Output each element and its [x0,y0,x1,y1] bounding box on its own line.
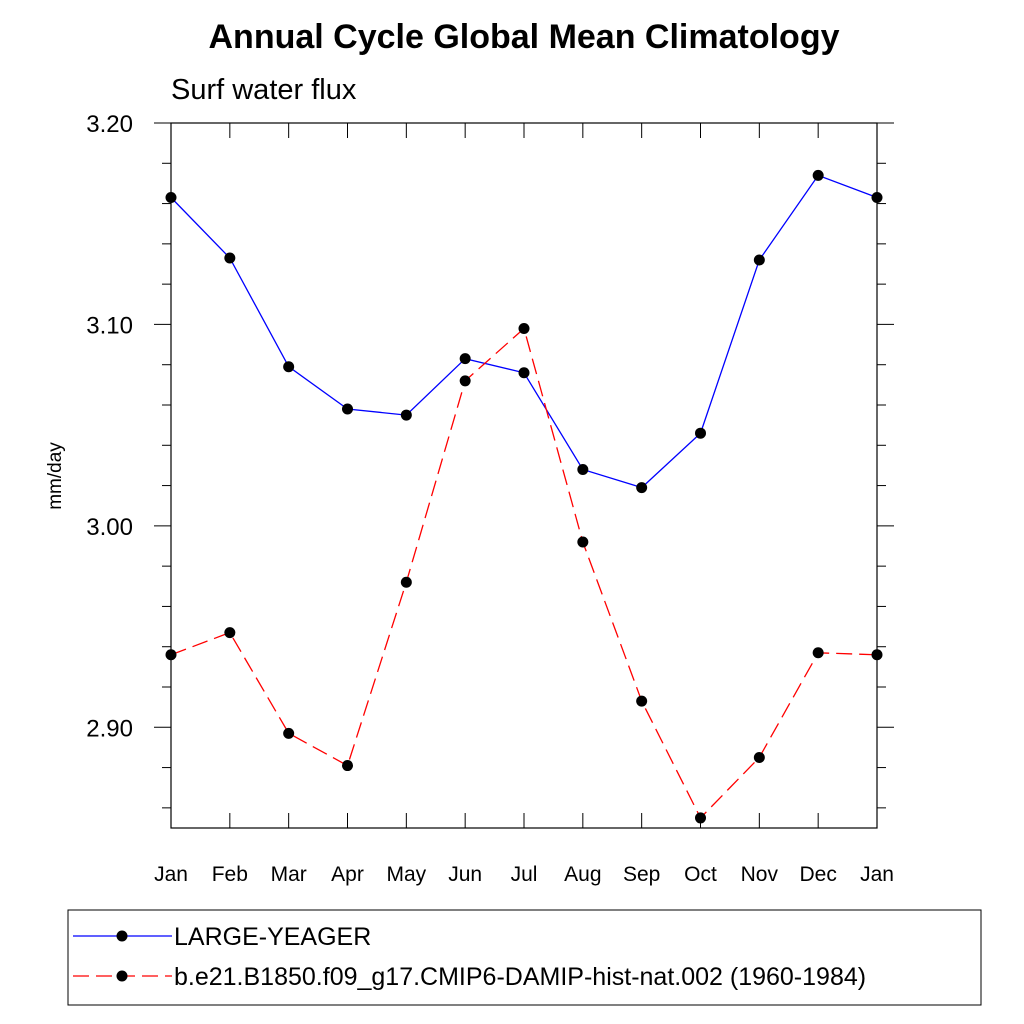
x-tick-label: Apr [331,863,364,886]
data-point-series-0 [165,192,177,204]
data-point-series-0 [400,409,412,421]
data-point-series-1 [518,322,530,334]
legend-label-large-yeager: LARGE-YEAGER [174,923,371,951]
series-layer [165,169,883,824]
chart-subtitle: Surf water flux [171,74,357,106]
legend-entry-hist-nat[interactable]: b.e21.B1850.f09_g17.CMIP6-DAMIP-hist-nat… [73,963,866,991]
data-point-series-1 [400,576,412,588]
plot-frame [170,122,878,829]
x-tick-label: Aug [564,863,601,886]
x-tick-label: Sep [623,863,660,886]
data-point-series-0 [871,192,883,204]
x-tick-label: Dec [799,863,836,886]
y-axis-label: mm/day [45,442,66,510]
data-point-series-1 [871,649,883,661]
data-point-series-1 [165,649,177,661]
series-line-1 [170,327,878,820]
x-tick-label: Jul [511,863,538,886]
data-point-series-1 [695,812,706,824]
x-tick-label: Nov [741,863,779,886]
data-point-series-0 [342,403,353,415]
x-tick-label: Mar [271,863,307,886]
data-point-series-0 [577,463,589,475]
y-tick-label: 3.10 [86,312,133,339]
data-point-series-1 [577,536,589,548]
x-tick-label: Jan [860,863,894,886]
chart-title: Annual Cycle Global Mean Climatology [209,18,840,56]
data-point-series-1 [342,760,353,772]
data-point-series-1 [283,727,295,739]
legend-label-hist-nat: b.e21.B1850.f09_g17.CMIP6-DAMIP-hist-nat… [174,963,866,991]
legend-entry-large-yeager[interactable]: LARGE-YEAGER [73,923,371,951]
data-point-series-1 [812,647,824,659]
x-tick-label: Oct [684,863,717,886]
axis-ticks: Jan Feb Mar Apr May Jun Jul Aug Sep Oct Nov Dec Jan 2… [86,111,894,886]
data-point-series-1 [753,752,765,763]
y-tick-label: 3.00 [86,514,133,541]
legend-marker-large-yeager [116,930,128,942]
data-point-series-1 [459,375,471,387]
x-tick-label: Jun [448,863,482,886]
data-point-series-0 [636,482,648,494]
x-tick-label: Jan [154,863,188,886]
data-point-series-1 [636,695,648,707]
y-tick-label: 3.20 [86,111,133,138]
data-point-series-0 [695,427,706,439]
data-point-series-1 [224,627,236,639]
data-point-series-0 [518,367,530,379]
data-point-series-0 [459,353,471,365]
x-tick-label: Feb [212,863,248,886]
data-point-series-0 [224,252,236,264]
data-point-series-0 [812,169,824,181]
y-tick-label: 2.90 [86,715,133,742]
legend-marker-hist-nat [116,970,128,982]
legend-box [67,909,982,1006]
data-point-series-0 [283,361,295,373]
data-point-series-0 [753,254,765,266]
x-tick-label: May [386,863,426,886]
